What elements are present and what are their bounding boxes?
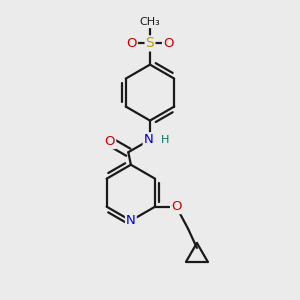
- Text: S: S: [146, 36, 154, 50]
- Text: O: O: [127, 37, 137, 50]
- Text: H: H: [161, 135, 170, 145]
- Text: N: N: [144, 133, 153, 146]
- Text: N: N: [126, 214, 136, 227]
- Text: O: O: [171, 200, 181, 213]
- Text: CH₃: CH₃: [140, 17, 160, 27]
- Text: O: O: [105, 135, 115, 148]
- Text: O: O: [163, 37, 173, 50]
